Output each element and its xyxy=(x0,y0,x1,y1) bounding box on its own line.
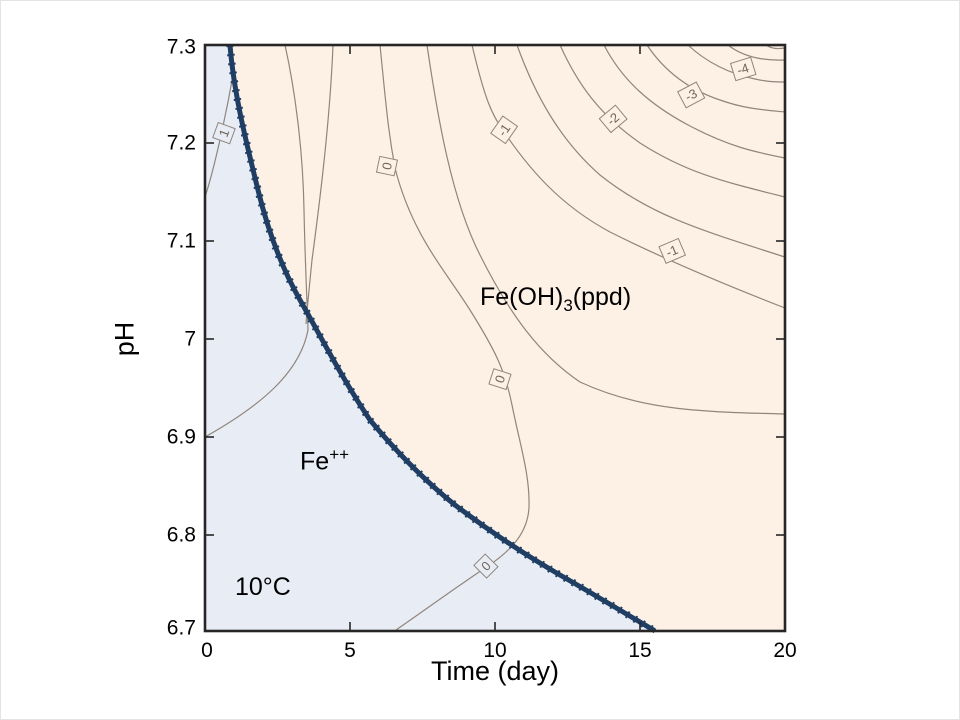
x-tick-15: 15 xyxy=(628,639,652,662)
y-tick-7.1: 7.1 xyxy=(166,229,196,253)
y-tick-7.2: 7.2 xyxy=(166,131,196,155)
feoh3-subscript: 3 xyxy=(563,296,573,315)
contour-line-m3p5 xyxy=(687,44,786,83)
x-tick-20: 20 xyxy=(773,639,797,662)
region-label-fe: Fe++ xyxy=(300,446,349,474)
y-tick-6.9: 6.9 xyxy=(166,425,196,449)
tick-marks xyxy=(205,45,785,631)
region-fe-fill xyxy=(205,45,655,631)
x-axis-title: Time (day) xyxy=(430,656,559,686)
x-tick-0: 0 xyxy=(201,639,213,662)
fe-text: Fe xyxy=(300,447,330,476)
region-label-feoh3: Fe(OH)3(ppd) xyxy=(480,283,632,315)
contour-line-0p5 xyxy=(305,44,334,325)
contour-line-m3 xyxy=(646,44,786,113)
y-axis-title: pH xyxy=(109,321,140,357)
y-tick-6.8: 6.8 xyxy=(166,523,196,547)
contour-line-m1p5 xyxy=(516,44,786,258)
contour-line-m4 xyxy=(727,44,786,61)
contour-line-m2 xyxy=(559,44,786,198)
x-tick-5: 5 xyxy=(344,639,356,662)
fe-superscript: ++ xyxy=(329,445,350,464)
x-tick-10: 10 xyxy=(483,639,507,662)
feoh3-text: Fe(OH) xyxy=(480,283,564,311)
contour-line-m2p5 xyxy=(603,44,786,159)
contour-lines xyxy=(204,44,786,631)
y-tick-7: 7 xyxy=(184,327,196,351)
y-tick-6.7: 6.7 xyxy=(166,616,196,640)
contour-label-0-top: 0 xyxy=(375,155,399,177)
contour-line-1-right xyxy=(204,44,309,438)
phase-boundary-line xyxy=(226,44,657,635)
y-tick-7.3: 7.3 xyxy=(166,35,196,59)
feoh3-suffix: (ppd) xyxy=(572,283,632,311)
temperature-label: 10°C xyxy=(235,573,291,601)
contour-line-m0p5 xyxy=(426,44,786,415)
contour-line-m1 xyxy=(471,44,786,309)
